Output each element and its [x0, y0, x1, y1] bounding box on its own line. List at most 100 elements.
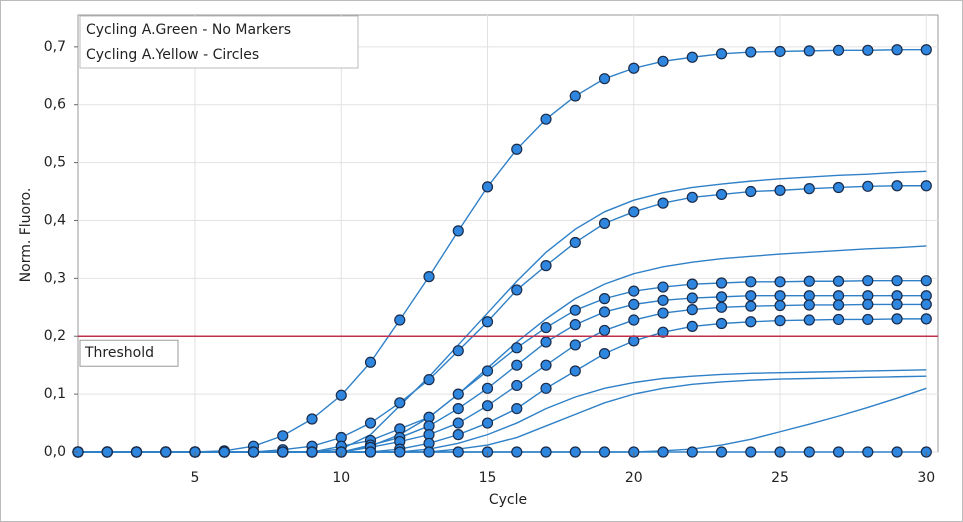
marker	[481, 400, 494, 412]
marker	[803, 275, 815, 287]
marker	[569, 90, 581, 102]
marker	[920, 180, 932, 192]
marker	[247, 446, 260, 458]
marker	[745, 300, 757, 312]
x-tick-label: 10	[332, 470, 350, 486]
marker	[774, 290, 786, 302]
marker	[511, 143, 523, 155]
marker	[628, 314, 640, 326]
marker	[306, 446, 318, 458]
marker	[862, 275, 874, 287]
marker	[715, 188, 728, 201]
marker	[686, 304, 698, 316]
marker	[891, 298, 903, 311]
marker	[862, 446, 874, 458]
marker	[628, 285, 640, 297]
marker	[745, 276, 757, 288]
marker	[803, 299, 815, 311]
marker	[920, 298, 932, 311]
legend-entry: Cycling A.Yellow - Circles	[86, 47, 259, 63]
marker	[160, 446, 172, 458]
marker	[511, 379, 523, 392]
marker	[598, 348, 611, 360]
x-tick-label: 30	[917, 470, 935, 486]
marker	[277, 430, 289, 442]
marker	[452, 225, 464, 237]
marker	[540, 260, 552, 272]
marker	[832, 446, 845, 458]
marker	[774, 45, 786, 58]
marker	[657, 197, 669, 209]
marker	[364, 356, 377, 368]
marker	[306, 413, 318, 425]
marker	[891, 44, 903, 56]
marker	[598, 293, 611, 305]
marker	[569, 339, 581, 351]
marker	[891, 313, 903, 325]
marker	[891, 446, 903, 458]
marker	[335, 389, 347, 401]
marker	[394, 446, 406, 458]
marker	[803, 314, 815, 326]
marker	[920, 275, 932, 287]
marker	[481, 181, 494, 193]
marker	[862, 313, 874, 326]
marker	[511, 402, 523, 415]
marker	[481, 316, 494, 328]
marker	[540, 336, 552, 348]
marker	[452, 388, 464, 400]
marker	[745, 446, 757, 458]
marker	[511, 359, 523, 371]
marker	[364, 446, 377, 458]
y-axis-label: Norm. Fluoro.	[18, 188, 34, 283]
marker	[628, 62, 640, 74]
y-tick-label: 0,2	[44, 328, 66, 344]
marker	[832, 181, 845, 194]
marker	[862, 44, 874, 56]
marker	[686, 446, 698, 458]
y-tick-label: 0,4	[44, 212, 66, 228]
marker	[423, 446, 435, 458]
marker	[745, 46, 757, 58]
marker	[540, 359, 552, 371]
marker	[803, 290, 815, 302]
marker	[715, 291, 728, 303]
marker	[394, 314, 406, 326]
marker	[774, 276, 786, 288]
marker	[511, 446, 523, 458]
marker	[598, 324, 611, 337]
marker	[686, 292, 698, 304]
marker	[218, 446, 230, 458]
marker	[657, 294, 669, 306]
marker	[832, 299, 845, 311]
marker	[598, 217, 611, 229]
marker	[277, 446, 289, 458]
marker	[423, 271, 435, 283]
marker	[569, 236, 581, 249]
marker	[657, 281, 669, 293]
marker	[540, 113, 552, 125]
marker	[569, 365, 581, 377]
marker	[481, 417, 494, 429]
marker	[832, 313, 845, 326]
marker	[862, 180, 874, 192]
marker	[686, 51, 698, 63]
x-tick-label: 5	[191, 470, 200, 486]
y-tick-label: 0,1	[44, 386, 66, 402]
marker	[540, 321, 552, 334]
marker	[803, 45, 815, 57]
marker	[715, 277, 728, 289]
marker	[774, 315, 786, 327]
marker	[423, 374, 435, 386]
marker	[481, 382, 494, 394]
marker	[628, 335, 640, 347]
marker	[715, 48, 728, 60]
marker	[452, 446, 464, 458]
marker	[891, 180, 903, 192]
marker	[657, 446, 669, 458]
marker	[686, 320, 698, 332]
y-tick-label: 0,6	[44, 97, 66, 113]
marker	[452, 429, 464, 441]
marker	[452, 417, 464, 429]
